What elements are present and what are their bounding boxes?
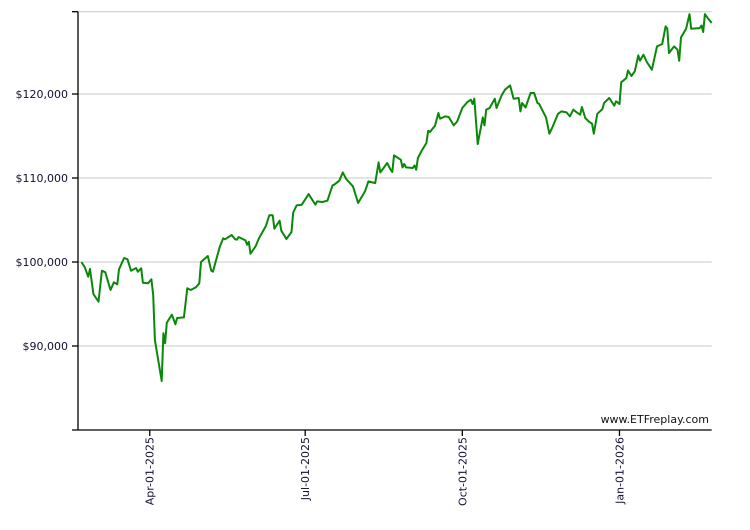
watermark-text: www.ETFreplay.com [601, 413, 709, 426]
series-line [80, 13, 713, 382]
x-tick-label: Oct-01-2025 [456, 437, 469, 506]
gridlines [78, 11, 712, 347]
y-tick-label: $120,000 [16, 88, 69, 101]
x-tick-label: Jul-01-2025 [299, 437, 312, 501]
x-tick-label: Jan-01-2026 [613, 437, 626, 505]
y-tick-label: $110,000 [16, 172, 69, 185]
x-axis-ticks: Apr-01-2025 Jul-01-2025 Oct-01-2025 Jan-01-… [144, 430, 626, 506]
x-tick-label: Apr-01-2025 [144, 437, 157, 505]
y-tick-label: $90,000 [23, 340, 69, 353]
y-tick-label: $100,000 [16, 256, 69, 269]
y-axis-ticks: $90,000 $100,000 $110,000 $120,000 [16, 11, 78, 353]
